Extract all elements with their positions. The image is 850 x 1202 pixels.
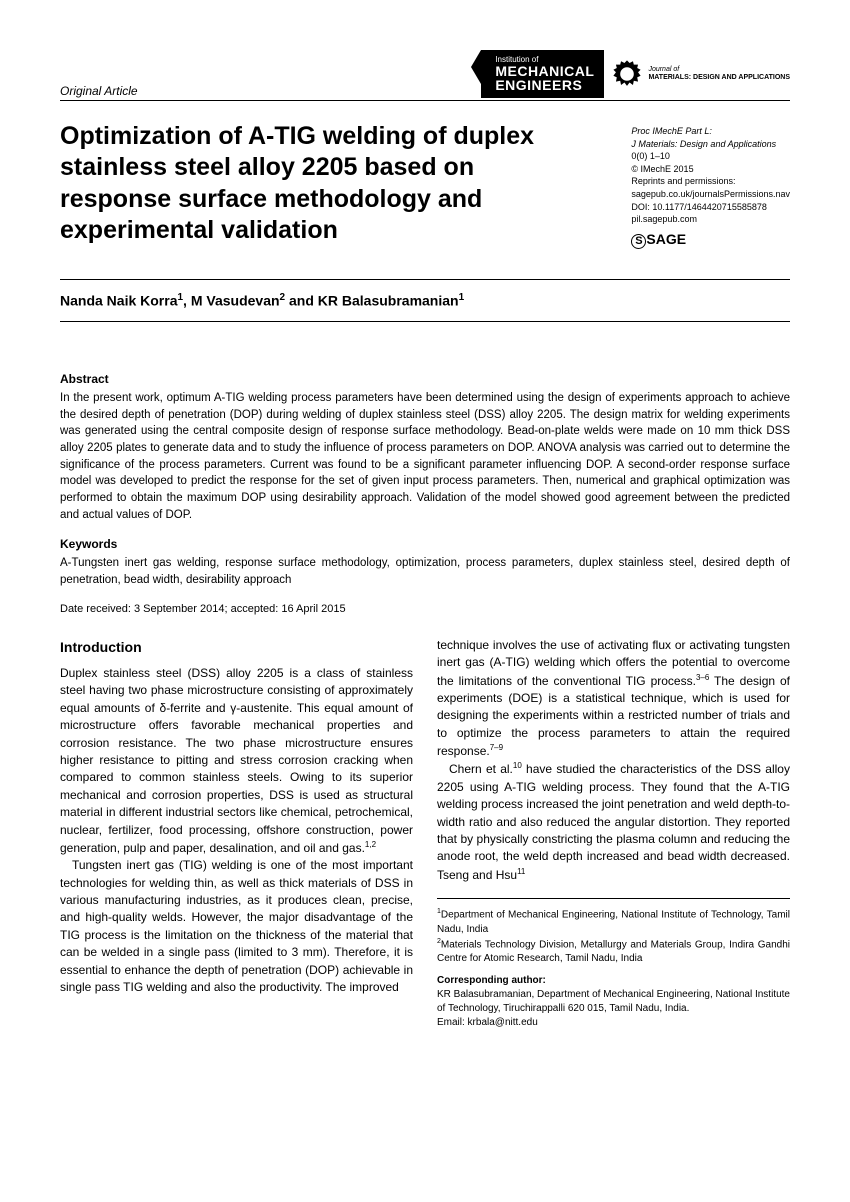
meta-line3: 0(0) 1–10 [631, 150, 790, 163]
intro-heading: Introduction [60, 637, 413, 657]
column-right: technique involves the use of activating… [437, 637, 790, 1030]
authors: Nanda Naik Korra1, M Vasudevan2 and KR B… [60, 279, 790, 322]
article-title: Optimization of A-TIG welding of duplex … [60, 121, 550, 249]
journal-name: MATERIALS: DESIGN AND APPLICATIONS [648, 74, 790, 81]
column-left: Introduction Duplex stainless steel (DSS… [60, 637, 413, 1030]
abstract-text: In the present work, optimum A-TIG weldi… [60, 390, 790, 523]
title-block: Optimization of A-TIG welding of duplex … [60, 121, 790, 249]
aff-2: Materials Technology Division, Metallurg… [437, 939, 790, 964]
article-type: Original Article [60, 84, 138, 98]
aff-1: Department of Mechanical Engineering, Na… [437, 910, 790, 935]
author-1: Nanda Naik Korra [60, 293, 177, 309]
header-row: Original Article Institution of MECHANIC… [60, 50, 790, 101]
meta-line5: Reprints and permissions: [631, 175, 790, 188]
corr-text: KR Balasubramanian, Department of Mechan… [437, 988, 790, 1016]
intro-p3: technique involves the use of activating… [437, 637, 790, 761]
imeche-logo: Institution of MECHANICAL ENGINEERS [481, 50, 604, 98]
meta-line7: DOI: 10.1177/1464420715585878 [631, 201, 790, 214]
intro-p1: Duplex stainless steel (DSS) alloy 2205 … [60, 665, 413, 857]
meta-line1: Proc IMechE Part L: [631, 125, 790, 138]
body-columns: Introduction Duplex stainless steel (DSS… [60, 637, 790, 1030]
keywords-heading: Keywords [60, 537, 790, 551]
author-3: KR Balasubramanian [318, 293, 459, 309]
journal-logo: Journal of MATERIALS: DESIGN AND APPLICA… [610, 57, 790, 91]
header-logos: Institution of MECHANICAL ENGINEERS Jour… [481, 50, 790, 98]
meta-line2: J Materials: Design and Applications [631, 138, 790, 151]
imeche-bottom: ENGINEERS [495, 78, 594, 92]
affiliations: 1Department of Mechanical Engineering, N… [437, 898, 790, 1030]
abstract-heading: Abstract [60, 372, 790, 386]
gear-icon [610, 57, 644, 91]
corr-email: Email: krbala@nitt.edu [437, 1016, 790, 1030]
intro-p2: Tungsten inert gas (TIG) welding is one … [60, 857, 413, 996]
corr-heading: Corresponding author: [437, 974, 790, 988]
meta-info: Proc IMechE Part L: J Materials: Design … [631, 121, 790, 249]
meta-line8: pil.sagepub.com [631, 213, 790, 226]
meta-line4: © IMechE 2015 [631, 163, 790, 176]
meta-line6: sagepub.co.uk/journalsPermissions.nav [631, 188, 790, 201]
dates: Date received: 3 September 2014; accepte… [60, 603, 790, 615]
imeche-main: MECHANICAL [495, 64, 594, 78]
journal-of: Journal of [648, 66, 679, 73]
keywords-text: A-Tungsten inert gas welding, response s… [60, 555, 790, 588]
intro-p4: Chern et al.10 have studied the characte… [437, 760, 790, 884]
author-2: M Vasudevan [191, 293, 280, 309]
sage-logo: SSAGE [631, 230, 790, 250]
